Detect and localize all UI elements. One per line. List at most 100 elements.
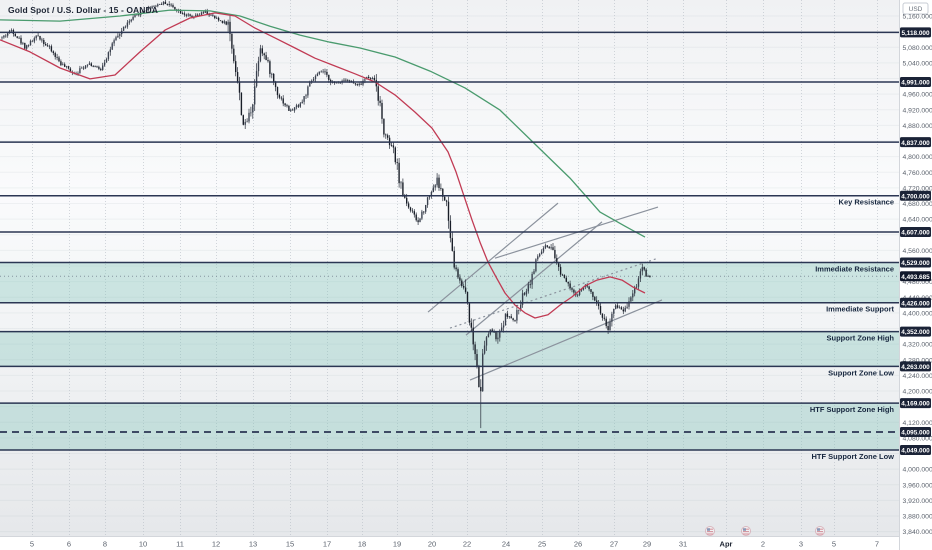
level-label-htf-support-zone-low: HTF Support Zone Low bbox=[812, 452, 895, 461]
svg-text:4,991.000: 4,991.000 bbox=[901, 80, 930, 87]
price-tick-4920: 4,920.000 bbox=[903, 107, 932, 114]
price-tick-4240: 4,240.000 bbox=[903, 373, 932, 380]
price-badge-4263 bbox=[900, 361, 931, 372]
time-tick-29: 29 bbox=[643, 540, 651, 549]
time-axis-labels: 5 6 8 10 11 12 13 15 17 18 19 20 22 24 25 26 27 29 31 Apr 2 3… bbox=[30, 540, 879, 549]
price-tick-5080: 5,080.000 bbox=[903, 45, 932, 52]
price-badge-4049 bbox=[900, 444, 931, 455]
ma-red-line[interactable] bbox=[0, 12, 646, 319]
svg-text:5,118.000: 5,118.000 bbox=[901, 30, 930, 37]
level-label-support-zone-low: Support Zone Low bbox=[828, 368, 894, 377]
current-price-badge bbox=[900, 271, 931, 282]
time-tick-10: 10 bbox=[139, 540, 147, 549]
time-tick-22: 22 bbox=[463, 540, 471, 549]
time-tick-7: 7 bbox=[875, 540, 879, 549]
price-tick-4000: 4,000.000 bbox=[903, 467, 932, 474]
time-tick-15: 15 bbox=[286, 540, 294, 549]
price-tick-3920: 3,920.000 bbox=[903, 498, 932, 505]
price-tick-4080: 4,080.000 bbox=[903, 435, 932, 442]
time-axis[interactable] bbox=[0, 536, 932, 550]
sr-level-lines[interactable] bbox=[0, 31, 899, 451]
time-tick-26: 26 bbox=[574, 540, 582, 549]
price-badge-4700 bbox=[900, 190, 931, 201]
currency-label: USD bbox=[909, 6, 923, 13]
svg-text:4,352.000: 4,352.000 bbox=[901, 329, 930, 336]
price-tick-5040: 5,040.000 bbox=[903, 60, 932, 67]
time-tick-24: 24 bbox=[502, 540, 510, 549]
ma-green-line[interactable] bbox=[0, 9, 646, 238]
price-axis-labels: 5,160.000 5,080.000 5,040.000 4,960.000 4,92… bbox=[903, 14, 932, 537]
svg-text:4,529.000: 4,529.000 bbox=[901, 260, 930, 267]
time-tick-20: 20 bbox=[428, 540, 436, 549]
price-badge-4529 bbox=[900, 257, 931, 268]
time-tick-2: 2 bbox=[761, 540, 765, 549]
sr-zone-1 bbox=[0, 331, 899, 367]
candles bbox=[1, 0, 651, 429]
sr-level-labels: Key Resistance Immediate Resistance Immedi… bbox=[810, 198, 895, 461]
svg-text:4,049.000: 4,049.000 bbox=[901, 448, 930, 455]
price-tick-4680: 4,680.000 bbox=[903, 201, 932, 208]
time-tick-25: 25 bbox=[538, 540, 546, 549]
vertical-gridlines bbox=[32, 0, 878, 536]
horizontal-gridlines bbox=[0, 15, 899, 533]
price-tick-4640: 4,640.000 bbox=[903, 217, 932, 224]
level-label-htf-support-zone-high: HTF Support Zone High bbox=[810, 405, 895, 414]
price-tick-4720: 4,720.000 bbox=[903, 185, 932, 192]
trendline-channel-upper-steep[interactable] bbox=[427, 202, 559, 313]
price-tick-4800: 4,800.000 bbox=[903, 154, 932, 161]
time-tick-27: 27 bbox=[610, 540, 618, 549]
trendline-channel-lower-steep[interactable] bbox=[465, 221, 603, 336]
time-tick-3: 3 bbox=[799, 540, 803, 549]
svg-text:4,700.000: 4,700.000 bbox=[901, 193, 930, 200]
holiday-flag-icon-0[interactable] bbox=[705, 526, 715, 536]
svg-text:4,837.000: 4,837.000 bbox=[901, 140, 930, 147]
level-label-immediate-support: Immediate Support bbox=[826, 305, 894, 314]
price-tick-4480: 4,480.000 bbox=[903, 279, 932, 286]
time-tick-11: 11 bbox=[176, 540, 184, 549]
holiday-flag-icon-1[interactable] bbox=[741, 526, 751, 536]
price-badge-4169 bbox=[900, 398, 931, 409]
price-badge-4095 bbox=[900, 427, 931, 438]
currency-box[interactable] bbox=[902, 2, 929, 15]
svg-text:4,095.000: 4,095.000 bbox=[901, 430, 930, 437]
price-tick-3880: 3,880.000 bbox=[903, 514, 932, 521]
trendline-dotted-midline[interactable] bbox=[449, 257, 659, 329]
time-tick-5: 5 bbox=[832, 540, 836, 549]
level-label-key-resistance: Key Resistance bbox=[839, 198, 894, 207]
time-tick-19: 19 bbox=[393, 540, 401, 549]
level-label-support-zone-high: Support Zone High bbox=[827, 334, 895, 343]
holiday-flag-icon-2[interactable] bbox=[815, 526, 825, 536]
svg-text:4,169.000: 4,169.000 bbox=[901, 401, 930, 408]
time-tick-18: 18 bbox=[358, 540, 366, 549]
svg-text:4,263.000: 4,263.000 bbox=[901, 364, 930, 371]
price-tick-4760: 4,760.000 bbox=[903, 170, 932, 177]
sr-zone-0 bbox=[0, 262, 899, 303]
time-tick-6: 6 bbox=[67, 540, 71, 549]
svg-text:4,607.000: 4,607.000 bbox=[901, 230, 930, 237]
price-badge-4837 bbox=[900, 137, 931, 148]
sr-zones bbox=[0, 262, 899, 450]
price-tick-4320: 4,320.000 bbox=[903, 342, 932, 349]
price-badge-5118 bbox=[900, 27, 931, 38]
time-tick-8: 8 bbox=[103, 540, 107, 549]
price-badge-4991 bbox=[900, 77, 931, 88]
time-tick-31: 31 bbox=[679, 540, 687, 549]
price-tick-4200: 4,200.000 bbox=[903, 389, 932, 396]
svg-text:4,493.685: 4,493.685 bbox=[901, 274, 930, 281]
time-tick-17: 17 bbox=[323, 540, 331, 549]
price-tick-4560: 4,560.000 bbox=[903, 248, 932, 255]
price-badge-4426 bbox=[900, 297, 931, 308]
time-tick-5: 5 bbox=[30, 540, 34, 549]
time-tick-12: 12 bbox=[212, 540, 220, 549]
sr-zone-2 bbox=[0, 403, 899, 450]
price-axis-badges: 5,118.000 4,991.000 4,837.000 4,700.000 4,60… bbox=[900, 27, 931, 455]
price-badge-4352 bbox=[900, 326, 931, 337]
price-tick-3840: 3,840.000 bbox=[903, 529, 932, 536]
price-tick-4960: 4,960.000 bbox=[903, 92, 932, 99]
time-tick-13: 13 bbox=[249, 540, 257, 549]
price-badge-4607 bbox=[900, 227, 931, 238]
time-tick-Apr: Apr bbox=[720, 540, 733, 549]
price-tick-4880: 4,880.000 bbox=[903, 123, 932, 130]
